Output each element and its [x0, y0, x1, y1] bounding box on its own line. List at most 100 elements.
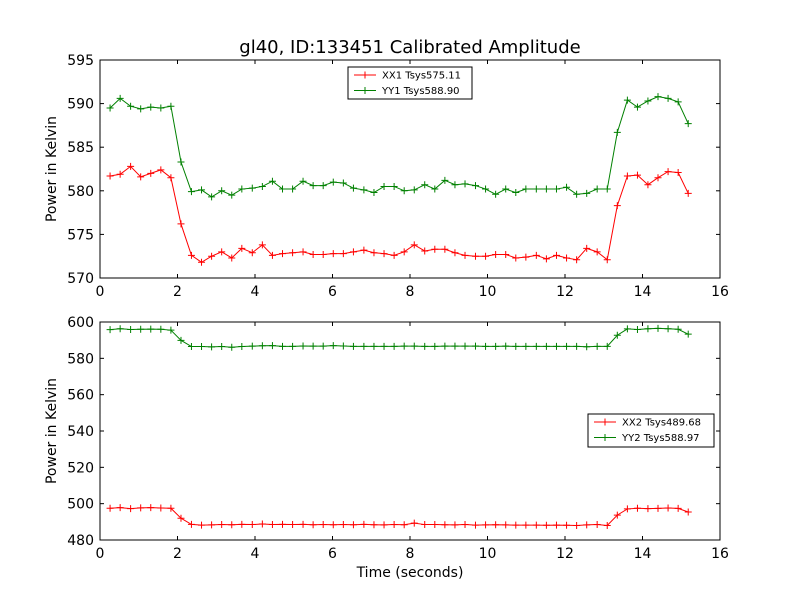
data-point [299, 248, 307, 256]
data-point [157, 325, 165, 333]
data-point [349, 248, 357, 256]
data-point [238, 343, 246, 351]
data-point [147, 325, 155, 333]
data-point [563, 521, 571, 529]
figure-title: gl40, ID:133451 Calibrated Amplitude [239, 37, 580, 58]
data-point [532, 342, 540, 350]
x-tick-label: 14 [634, 284, 652, 300]
data-point [319, 521, 327, 529]
data-point [603, 521, 611, 529]
data-point [451, 342, 459, 350]
y-tick-label: 560 [67, 388, 94, 404]
data-point [238, 520, 246, 528]
data-point [410, 342, 418, 350]
data-point [603, 342, 611, 350]
data-point [360, 186, 368, 194]
x-tick-label: 10 [479, 546, 497, 562]
y-tick-label: 575 [67, 227, 94, 243]
data-point [137, 504, 145, 512]
data-point [664, 168, 672, 176]
data-point [644, 505, 652, 513]
data-point [532, 251, 540, 259]
data-point [431, 185, 439, 193]
data-point [198, 521, 206, 529]
data-point [228, 521, 236, 529]
data-point [563, 254, 571, 262]
data-point [137, 105, 145, 113]
data-point [613, 202, 621, 210]
data-point [380, 521, 388, 529]
data-point [248, 249, 256, 257]
data-point [116, 170, 124, 178]
data-point [674, 168, 682, 176]
series-line-0-0 [109, 165, 689, 263]
data-point [238, 185, 246, 193]
data-point [603, 185, 611, 193]
data-point [198, 343, 206, 351]
data-point [492, 190, 500, 198]
data-point [471, 252, 479, 260]
data-point [451, 181, 459, 189]
top-subplot: 0 2 4 6 8 10 12 14 16 570 575 580 585 590 595 Power in … [44, 53, 729, 300]
y-axis-label: Power in Kelvin [44, 378, 60, 484]
data-point [127, 162, 135, 170]
x-tick-label: 8 [406, 284, 415, 300]
data-point [187, 343, 195, 351]
data-point [664, 504, 672, 512]
data-point [552, 251, 560, 259]
x-tick-label: 12 [556, 546, 574, 562]
data-point [380, 250, 388, 258]
x-tick-label: 16 [711, 546, 729, 562]
data-point [684, 189, 692, 197]
data-point [106, 172, 114, 180]
data-point [563, 342, 571, 350]
data-point [309, 250, 317, 258]
data-point [482, 185, 490, 193]
data-point [410, 241, 418, 249]
data-point [451, 521, 459, 529]
data-point [593, 185, 601, 193]
data-point [268, 251, 276, 259]
data-point [349, 184, 357, 192]
legend-marker [361, 71, 369, 79]
data-point [400, 521, 408, 529]
data-point [482, 252, 490, 260]
x-tick-label: 0 [96, 284, 105, 300]
data-point [664, 94, 672, 102]
data-point [208, 521, 216, 529]
data-point [633, 325, 641, 333]
legend-marker [601, 434, 609, 441]
data-point [228, 343, 236, 351]
data-point [451, 249, 459, 257]
data-point [208, 343, 216, 351]
data-point [228, 254, 236, 262]
data-point [552, 342, 560, 350]
data-point [522, 253, 530, 261]
data-point [583, 244, 591, 252]
data-point [522, 185, 530, 193]
y-tick-label: 540 [67, 424, 94, 440]
data-point [684, 120, 692, 128]
data-point [552, 521, 560, 529]
data-point [552, 185, 560, 193]
data-point [593, 248, 601, 256]
data-point [522, 342, 530, 350]
data-point [492, 342, 500, 350]
data-point [218, 521, 226, 529]
data-point [563, 183, 571, 191]
data-point [684, 508, 692, 516]
data-point [218, 248, 226, 256]
data-point [319, 250, 327, 258]
y-tick-label: 595 [67, 53, 94, 69]
data-point [471, 342, 479, 350]
data-point [177, 336, 185, 344]
data-point [147, 504, 155, 512]
data-point [583, 521, 591, 529]
data-point [299, 520, 307, 528]
data-point [208, 193, 216, 201]
data-point [116, 325, 124, 333]
data-point [289, 521, 297, 529]
y-tick-label: 520 [67, 460, 94, 476]
data-point [299, 342, 307, 350]
data-point [268, 177, 276, 185]
